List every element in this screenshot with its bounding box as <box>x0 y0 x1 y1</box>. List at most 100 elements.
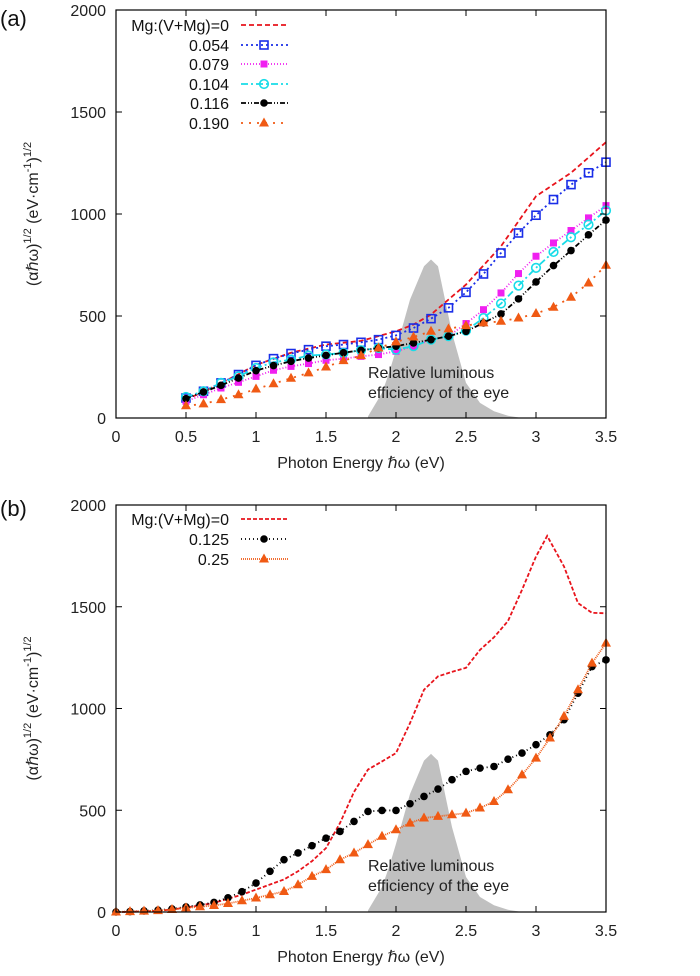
y-tick-label: 0 <box>97 905 106 922</box>
data-point <box>268 378 279 388</box>
data-point <box>209 899 219 909</box>
x-tick-label: 2.5 <box>455 923 477 940</box>
series-line <box>115 659 607 913</box>
data-point <box>532 740 540 749</box>
x-tick-label: 3 <box>532 923 541 940</box>
x-tick-label: 0 <box>112 429 121 446</box>
data-point <box>235 378 242 386</box>
data-point <box>223 897 233 907</box>
y-tick-label: 2000 <box>70 3 106 20</box>
data-point <box>338 355 349 365</box>
data-point <box>448 775 456 784</box>
data-point <box>279 885 289 895</box>
panel-label: (a) <box>0 6 27 31</box>
series-MgVMg0 <box>185 141 607 401</box>
annotation-text: Relative luminous <box>368 858 494 875</box>
data-point <box>531 308 541 318</box>
data-point <box>583 167 594 178</box>
legend-label: 0.116 <box>190 96 229 113</box>
legend-label: 0.190 <box>189 116 229 133</box>
data-point <box>252 372 260 380</box>
data-point <box>434 785 442 793</box>
data-point <box>427 335 435 344</box>
annotation-text: efficiency of the eye <box>368 878 509 895</box>
x-tick-label: 2 <box>392 923 401 940</box>
y-label-unit_exp: -1 <box>22 657 34 667</box>
data-point <box>251 892 261 902</box>
data-point <box>490 762 498 771</box>
data-point <box>550 239 557 247</box>
data-point <box>321 864 331 874</box>
data-point <box>517 769 527 779</box>
series-line <box>115 642 607 913</box>
data-point <box>406 799 414 808</box>
legend-marker <box>260 535 268 543</box>
data-point <box>461 320 471 330</box>
data-point <box>234 374 243 382</box>
data-point <box>391 336 401 346</box>
data-point <box>307 870 317 880</box>
data-point <box>304 354 313 362</box>
data-point <box>447 809 457 819</box>
data-point <box>349 847 359 857</box>
data-point <box>444 332 453 340</box>
data-point <box>495 298 507 309</box>
y-label-exp1: 1/2 <box>22 723 34 738</box>
data-point <box>559 710 569 720</box>
data-point <box>198 398 209 408</box>
series-0.25 <box>111 637 611 916</box>
data-point <box>392 806 400 815</box>
y-label-unit_exp: -1 <box>22 163 34 173</box>
data-point <box>565 232 577 243</box>
data-point <box>251 383 261 393</box>
y-tick-label: 500 <box>79 803 106 820</box>
data-point <box>462 767 470 776</box>
panel-a: Relative luminous efficiency of the eye Mg… <box>0 3 617 472</box>
series-MgVMg0 <box>115 534 607 913</box>
series-0.116 <box>182 216 610 403</box>
data-point <box>503 784 513 794</box>
data-point <box>216 394 226 404</box>
data-point <box>217 381 225 390</box>
legend-label: Mg:(V+Mg)=0 <box>131 512 229 529</box>
data-point <box>461 287 471 298</box>
data-point <box>489 795 499 805</box>
data-point <box>443 323 454 333</box>
data-point <box>462 327 470 336</box>
y-label-exp2: 1/2 <box>22 142 34 157</box>
y-tick-label: 0 <box>97 411 106 428</box>
y-label-exp1: 1/2 <box>22 228 34 243</box>
x-tick-label: 1.5 <box>315 923 337 940</box>
data-point <box>252 366 260 375</box>
data-point <box>583 219 594 230</box>
data-point <box>195 901 205 911</box>
data-point <box>286 372 296 382</box>
data-point <box>303 367 314 377</box>
data-point <box>567 227 575 235</box>
data-point <box>497 310 505 318</box>
data-point <box>224 893 232 902</box>
data-point <box>303 344 314 355</box>
data-point <box>443 303 454 313</box>
series-0.125 <box>112 656 610 916</box>
y-tick-label: 500 <box>79 309 106 326</box>
data-point <box>419 812 429 822</box>
legend-marker <box>259 117 269 127</box>
data-point <box>478 269 489 279</box>
x-axis-label: Photon Energy ℏω (eV) <box>277 455 445 472</box>
data-point <box>567 246 575 255</box>
data-point <box>265 889 275 899</box>
data-point <box>308 841 316 850</box>
y-label-close: ) <box>25 157 42 162</box>
data-point <box>280 855 288 864</box>
data-point <box>531 210 541 221</box>
data-point <box>408 331 419 341</box>
data-point <box>585 214 592 222</box>
x-tick-label: 3.5 <box>595 923 617 940</box>
x-tick-label: 3 <box>532 429 541 446</box>
data-point <box>294 849 302 857</box>
data-point <box>420 792 428 801</box>
y-label-base: (αℏω) <box>25 738 42 781</box>
data-point <box>530 262 542 273</box>
luminosity-area <box>368 753 522 912</box>
